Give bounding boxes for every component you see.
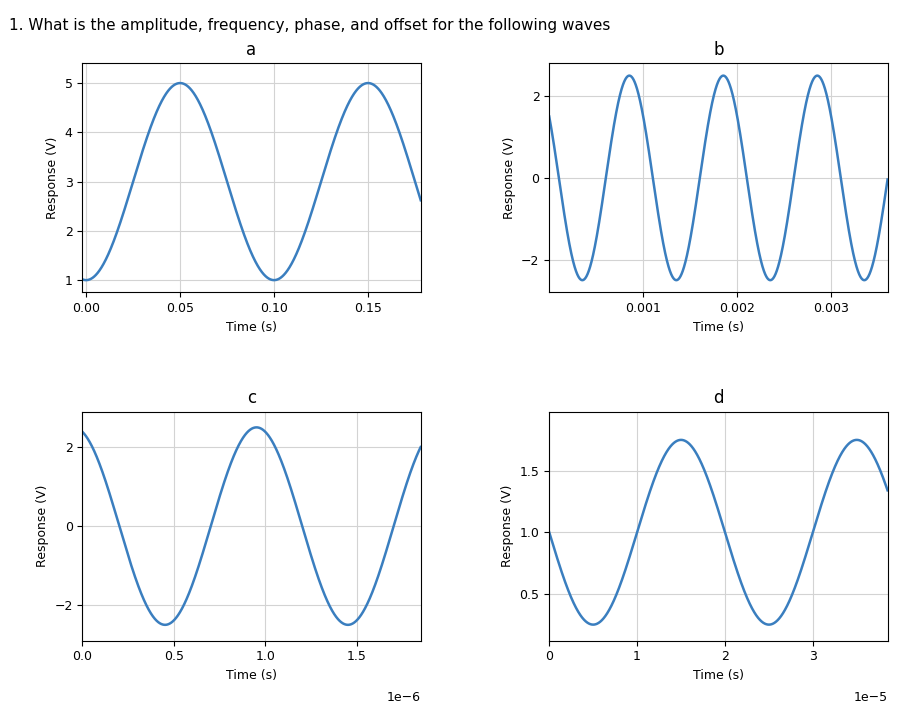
Title: a: a: [246, 41, 256, 59]
X-axis label: Time (s): Time (s): [693, 669, 744, 682]
X-axis label: Time (s): Time (s): [226, 321, 277, 334]
Title: b: b: [713, 41, 724, 59]
Y-axis label: Response (V): Response (V): [502, 137, 515, 219]
Text: 1e−5: 1e−5: [854, 691, 888, 704]
Y-axis label: Response (V): Response (V): [46, 137, 59, 219]
X-axis label: Time (s): Time (s): [226, 669, 277, 682]
X-axis label: Time (s): Time (s): [693, 321, 744, 334]
Text: 1e−6: 1e−6: [387, 691, 421, 704]
Title: c: c: [247, 389, 256, 407]
Title: d: d: [713, 389, 724, 407]
Text: 1. What is the amplitude, frequency, phase, and offset for the following waves: 1. What is the amplitude, frequency, pha…: [9, 18, 610, 32]
Y-axis label: Response (V): Response (V): [501, 485, 514, 567]
Y-axis label: Response (V): Response (V): [36, 485, 48, 567]
